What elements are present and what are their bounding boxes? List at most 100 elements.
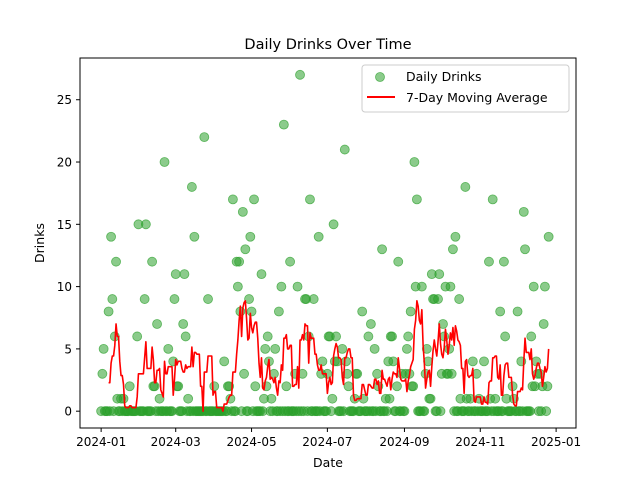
data-point: [270, 343, 281, 354]
data-point: [285, 256, 295, 267]
x-tick-label: 2024-07: [302, 435, 352, 449]
data-point: [147, 256, 158, 267]
chart-title: Daily Drinks Over Time: [244, 37, 411, 53]
data-point: [107, 294, 118, 304]
data-point: [460, 182, 471, 192]
data-point: [106, 231, 116, 242]
data-point: [180, 331, 191, 342]
x-tick-label: 2024-01: [76, 435, 126, 449]
data-point: [372, 368, 383, 379]
data-point: [467, 356, 478, 367]
data-point: [377, 244, 387, 255]
data-point: [328, 219, 339, 230]
data-point: [446, 368, 457, 379]
y-tick-label: 20: [57, 156, 72, 170]
data-point: [170, 269, 181, 280]
data-point: [152, 319, 162, 329]
data-point: [219, 356, 230, 367]
axes-frame: [79, 57, 577, 429]
data-point: [237, 206, 248, 217]
y-axis-label: Drinks: [32, 223, 47, 263]
data-point: [498, 256, 509, 267]
data-point: [369, 343, 380, 354]
plot-area: [96, 69, 554, 417]
data-point: [169, 294, 180, 304]
data-point: [419, 406, 430, 417]
moving-average-layer: [108, 300, 550, 412]
data-point: [189, 231, 200, 242]
legend-marker-daily-drinks: [375, 72, 385, 82]
data-point: [317, 356, 328, 367]
data-point: [365, 319, 376, 329]
y-tick-label: 5: [64, 342, 72, 356]
data-point: [178, 319, 189, 329]
data-point: [484, 256, 494, 267]
data-point: [384, 393, 395, 404]
data-point: [260, 343, 271, 354]
data-point: [124, 381, 135, 392]
data-point: [244, 294, 254, 304]
data-point: [337, 343, 348, 354]
data-point: [357, 306, 368, 317]
y-tick-label: 15: [57, 218, 72, 232]
y-tick-label: 10: [57, 280, 72, 294]
data-point: [98, 343, 109, 354]
data-point: [266, 393, 277, 404]
data-point: [495, 306, 506, 317]
data-point: [487, 194, 498, 205]
data-point: [454, 294, 465, 304]
data-point: [278, 119, 289, 130]
data-point: [239, 368, 249, 379]
data-point: [249, 194, 259, 205]
data-point: [388, 356, 399, 367]
x-tick-label: 2024-09: [379, 435, 429, 449]
data-point: [403, 331, 414, 342]
data-point: [512, 306, 523, 317]
data-point: [433, 294, 443, 304]
data-point: [490, 393, 501, 404]
data-point: [435, 406, 446, 417]
data-point: [425, 393, 436, 404]
data-point: [528, 281, 539, 292]
x-axis-ticks: 2024-01 2024-03 2024-05 2024-07 2024-09 2024-…: [76, 428, 581, 449]
data-point: [305, 194, 315, 205]
data-point: [240, 244, 251, 255]
data-point: [232, 281, 243, 292]
data-point: [445, 281, 456, 292]
legend-label-moving-average: 7-Day Moving Average: [406, 90, 548, 105]
data-point: [399, 406, 410, 417]
data-point: [308, 294, 319, 304]
data-point: [203, 294, 213, 304]
legend-box: [361, 64, 570, 113]
data-point: [525, 406, 535, 417]
data-point: [154, 393, 165, 404]
data-point: [132, 331, 143, 342]
data-point: [292, 281, 303, 292]
x-tick-label: 2024-11: [455, 435, 505, 449]
x-tick-label: 2024-05: [226, 435, 276, 449]
data-point: [405, 306, 416, 317]
data-point: [363, 331, 374, 342]
data-point: [97, 368, 108, 379]
data-point: [518, 206, 529, 217]
data-point: [199, 132, 210, 143]
data-point: [245, 231, 256, 242]
data-point: [262, 331, 273, 342]
data-point: [352, 368, 363, 379]
data-point: [139, 294, 150, 304]
data-point: [520, 244, 530, 255]
data-point: [411, 194, 422, 205]
data-point: [227, 194, 238, 205]
data-point: [543, 231, 554, 242]
data-point: [542, 381, 553, 392]
data-point: [313, 231, 324, 242]
data-point: [409, 157, 420, 167]
data-point: [339, 144, 350, 155]
y-tick-label: 25: [57, 93, 72, 107]
legend-label-daily-drinks: Daily Drinks: [406, 69, 482, 84]
data-point: [179, 269, 190, 280]
data-point: [209, 381, 220, 392]
data-point: [526, 331, 537, 342]
x-tick-label: 2024-03: [151, 435, 201, 449]
